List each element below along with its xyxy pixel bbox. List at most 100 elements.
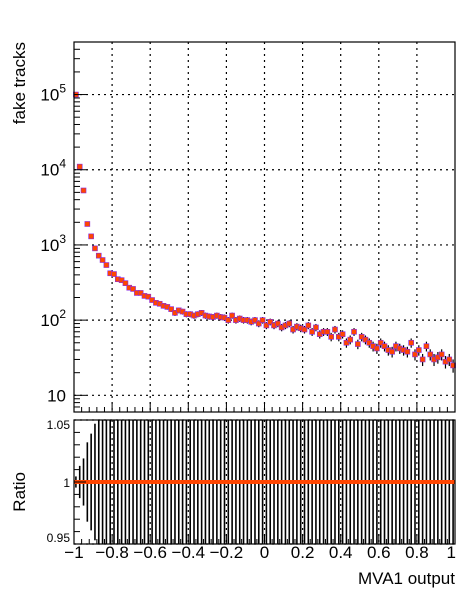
ratio-data-point [451, 480, 456, 484]
top-data-point [336, 334, 341, 340]
top-data-point [309, 329, 315, 334]
ratio-data-point [313, 480, 318, 484]
ratio-data-point [374, 480, 379, 484]
top-data-point [435, 355, 441, 360]
top-data-point [408, 340, 414, 345]
ratio-data-point [150, 480, 155, 484]
top-data-point [386, 347, 391, 353]
ratio-data-point [264, 480, 269, 484]
top-data-point [104, 262, 109, 268]
x-tick-label: 1 [447, 543, 456, 562]
ratio-data-point [176, 480, 181, 484]
top-data-point [313, 325, 319, 330]
top-data-point [351, 329, 357, 334]
x-axis-tick-labels: −1 −0.8 −0.6 −0.4 −0.2 0 0.2 0.4 0.6 0.8 1 [64, 543, 456, 562]
top-data-point [294, 324, 300, 329]
top-data-point [283, 323, 288, 328]
x-tick-label: −0.6 [133, 543, 167, 562]
x-tick-label: −0.2 [210, 543, 244, 562]
ratio-data-point [439, 480, 444, 484]
ratio-data-point [443, 480, 448, 484]
top-data-point [321, 329, 326, 334]
top-data-point [168, 306, 174, 312]
ratio-data-point [245, 480, 250, 484]
ratio-data-point [123, 480, 128, 484]
ratio-data-point [447, 480, 452, 484]
ratio-data-point [382, 480, 387, 484]
ratio-data-point [393, 480, 398, 484]
ratio-data-point [252, 480, 257, 484]
top-data-point [188, 311, 193, 317]
top-data-point [332, 327, 338, 332]
top-data-point [161, 303, 166, 309]
top-data-point [397, 346, 402, 351]
ratio-ytick-label: 1.05 [47, 418, 71, 432]
top-panel-ticks [73, 41, 456, 413]
top-ytick-label: 102 [40, 307, 66, 330]
top-data-point [130, 286, 136, 292]
top-data-point [328, 334, 334, 340]
top-data-point [298, 326, 303, 331]
top-data-point [382, 344, 387, 349]
ratio-data-point [96, 480, 101, 484]
ratio-data-point [146, 480, 151, 484]
ratio-data-point [104, 480, 109, 484]
top-data-point [210, 314, 216, 320]
top-data-point [393, 344, 399, 349]
top-data-point [279, 325, 284, 330]
top-data-point [363, 337, 368, 342]
ratio-data-point [165, 480, 170, 484]
top-data-point [317, 331, 322, 337]
top-data-point [153, 300, 159, 306]
top-data-point [123, 280, 128, 286]
top-data-point [401, 347, 406, 353]
ratio-data-point [306, 480, 311, 484]
ratio-data-point [294, 480, 299, 484]
top-data-point [260, 317, 265, 323]
ratio-data-point [127, 480, 132, 484]
top-data-point [450, 363, 456, 368]
ratio-data-point [298, 480, 303, 484]
ratio-data-point [272, 480, 277, 484]
ratio-data-point [291, 480, 296, 484]
top-data-point [370, 344, 376, 349]
x-tick-label: 0.6 [367, 543, 391, 562]
ratio-data-point [157, 480, 162, 484]
ratio-data-point [131, 480, 136, 484]
ratio-data-point [432, 480, 437, 484]
top-data-point [229, 313, 235, 318]
top-data-point [447, 357, 452, 362]
top-data-point [420, 357, 425, 362]
ratio-data-point [161, 480, 166, 484]
top-data-point [207, 314, 212, 319]
top-data-point [172, 310, 178, 316]
ratio-ytick-label: 1 [63, 476, 70, 490]
ratio-data-point [336, 480, 341, 484]
x-tick-label: −0.8 [95, 543, 129, 562]
ratio-y-axis-label: Ratio [10, 472, 29, 512]
ratio-data-point [405, 480, 410, 484]
top-data-point [431, 357, 437, 362]
ratio-data-point [435, 480, 440, 484]
top-data-point [264, 323, 269, 328]
ratio-data-point [367, 480, 372, 484]
ratio-data-point [195, 480, 200, 484]
top-data-point [134, 290, 140, 296]
top-panel-grid [74, 42, 455, 412]
x-tick-label: −1 [64, 543, 83, 562]
ratio-data-point [329, 480, 334, 484]
ratio-data-point [180, 480, 185, 484]
top-data-point [275, 321, 281, 326]
ratio-data-point [119, 480, 124, 484]
top-data-point [256, 321, 261, 326]
ratio-data-point [390, 480, 395, 484]
ratio-data-point [428, 480, 433, 484]
x-tick-label: 0.2 [291, 543, 315, 562]
ratio-data-point [134, 480, 139, 484]
ratio-data-point [89, 480, 94, 484]
x-tick-label: −0.4 [172, 543, 206, 562]
ratio-data-point [371, 480, 376, 484]
ratio-data-point [359, 480, 364, 484]
ratio-data-point [397, 480, 402, 484]
